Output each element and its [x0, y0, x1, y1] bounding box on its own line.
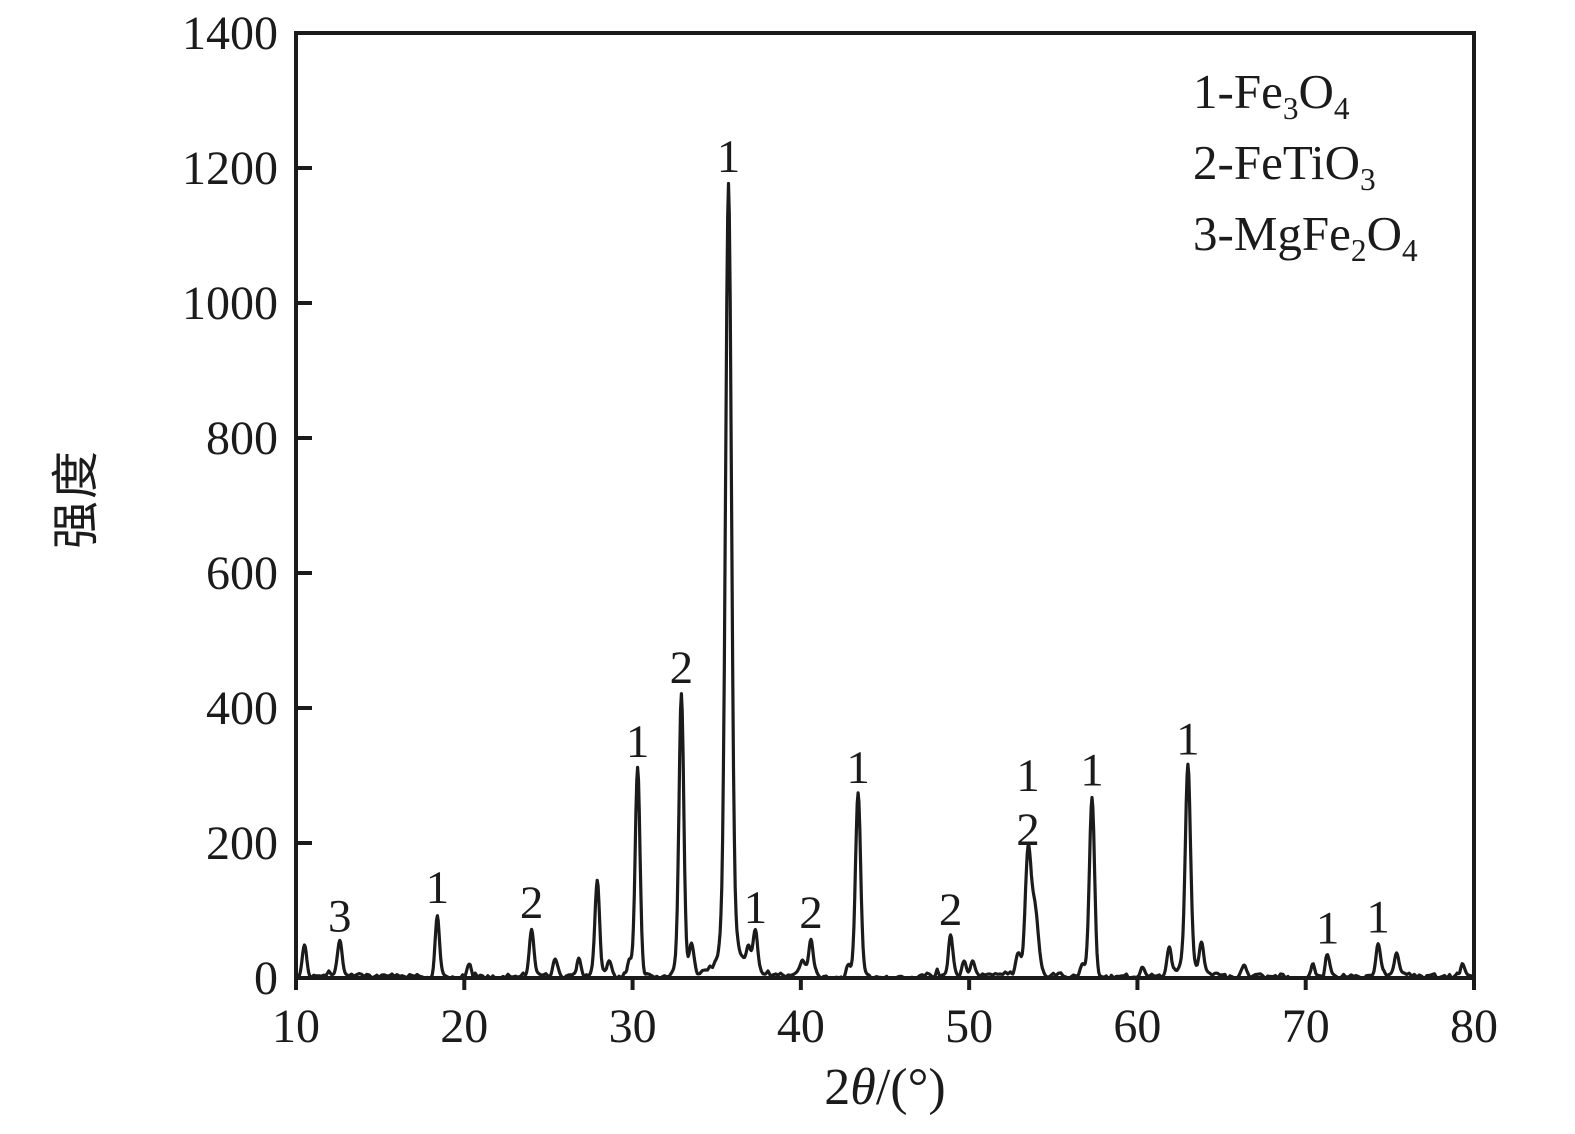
y-tick-label: 1200	[182, 142, 278, 195]
x-tick-label: 60	[1113, 1000, 1161, 1053]
legend-entry-1-seg-0: 1-Fe	[1193, 64, 1283, 119]
peak-label-2-at-32.9: 2	[670, 642, 694, 694]
phase-legend: 1-Fe3O4 2-FeTiO3 3-MgFe2O4	[1193, 56, 1418, 269]
x-tick-label: 40	[777, 1000, 825, 1053]
peak-label-2-at-24: 2	[520, 877, 544, 929]
x-tick-label: 20	[440, 1000, 488, 1053]
x-axis-title: 2θ/(°)	[296, 1058, 1474, 1117]
y-tick-label: 1400	[182, 7, 278, 60]
peak-label-3-at-12.6: 3	[328, 890, 352, 942]
peak-label-1-at-71.3: 1	[1316, 902, 1340, 954]
peak-label-2-at-53.5: 2	[1016, 804, 1040, 856]
y-axis-title: 强度	[50, 448, 103, 550]
legend-entry-1-seg-1: 3	[1282, 90, 1299, 126]
peak-label-2-at-48.9: 2	[939, 884, 963, 936]
legend-entry-2: 2-FeTiO3	[1193, 127, 1418, 198]
peak-label-1-at-18.4: 1	[426, 862, 450, 914]
x-tick-label: 50	[945, 1000, 993, 1053]
legend-entry-3-seg-0: 3-MgFe	[1193, 206, 1351, 261]
legend-entry-3: 3-MgFe2O4	[1193, 198, 1418, 269]
peak-label-1-at-53.5: 1	[1016, 750, 1040, 802]
legend-entry-2-seg-0: 2-FeTiO	[1193, 135, 1361, 190]
y-tick-label: 0	[254, 952, 278, 1005]
y-tick-label: 1000	[182, 277, 278, 330]
peak-label-1-at-37.3: 1	[744, 882, 768, 934]
peak-label-1-at-63: 1	[1176, 713, 1200, 765]
peak-label-2-at-40.6: 2	[799, 887, 823, 939]
xrd-trace	[294, 181, 1476, 980]
y-tick-label: 800	[206, 412, 278, 465]
legend-entry-1-seg-3: 4	[1333, 90, 1350, 126]
x-axis-title-seg-0: 2	[824, 1059, 851, 1116]
x-tick-label: 10	[272, 1000, 320, 1053]
x-axis-title-seg-1: θ	[850, 1059, 876, 1116]
legend-entry-2-seg-1: 3	[1360, 161, 1376, 197]
x-tick-label: 30	[609, 1000, 657, 1053]
x-tick-label: 80	[1450, 1000, 1498, 1053]
legend-entry-1: 1-Fe3O4	[1193, 56, 1418, 127]
legend-entry-1-seg-2: O	[1298, 64, 1334, 119]
peak-label-1-at-57.3: 1	[1080, 744, 1104, 796]
peak-label-1-at-74.3: 1	[1366, 892, 1390, 944]
x-axis-title-seg-2: /(°)	[875, 1059, 946, 1116]
legend-entry-3-seg-3: 4	[1401, 232, 1418, 268]
peak-label-1-at-35.7: 1	[717, 131, 741, 183]
y-tick-label: 400	[206, 682, 278, 735]
peak-label-1-at-30.3: 1	[626, 716, 650, 768]
legend-entry-3-seg-1: 2	[1350, 232, 1367, 268]
y-tick-label: 600	[206, 547, 278, 600]
legend-entry-3-seg-2: O	[1366, 206, 1402, 261]
peak-label-1-at-43.4: 1	[846, 742, 870, 794]
y-tick-label: 200	[206, 817, 278, 870]
x-tick-label: 70	[1282, 1000, 1330, 1053]
